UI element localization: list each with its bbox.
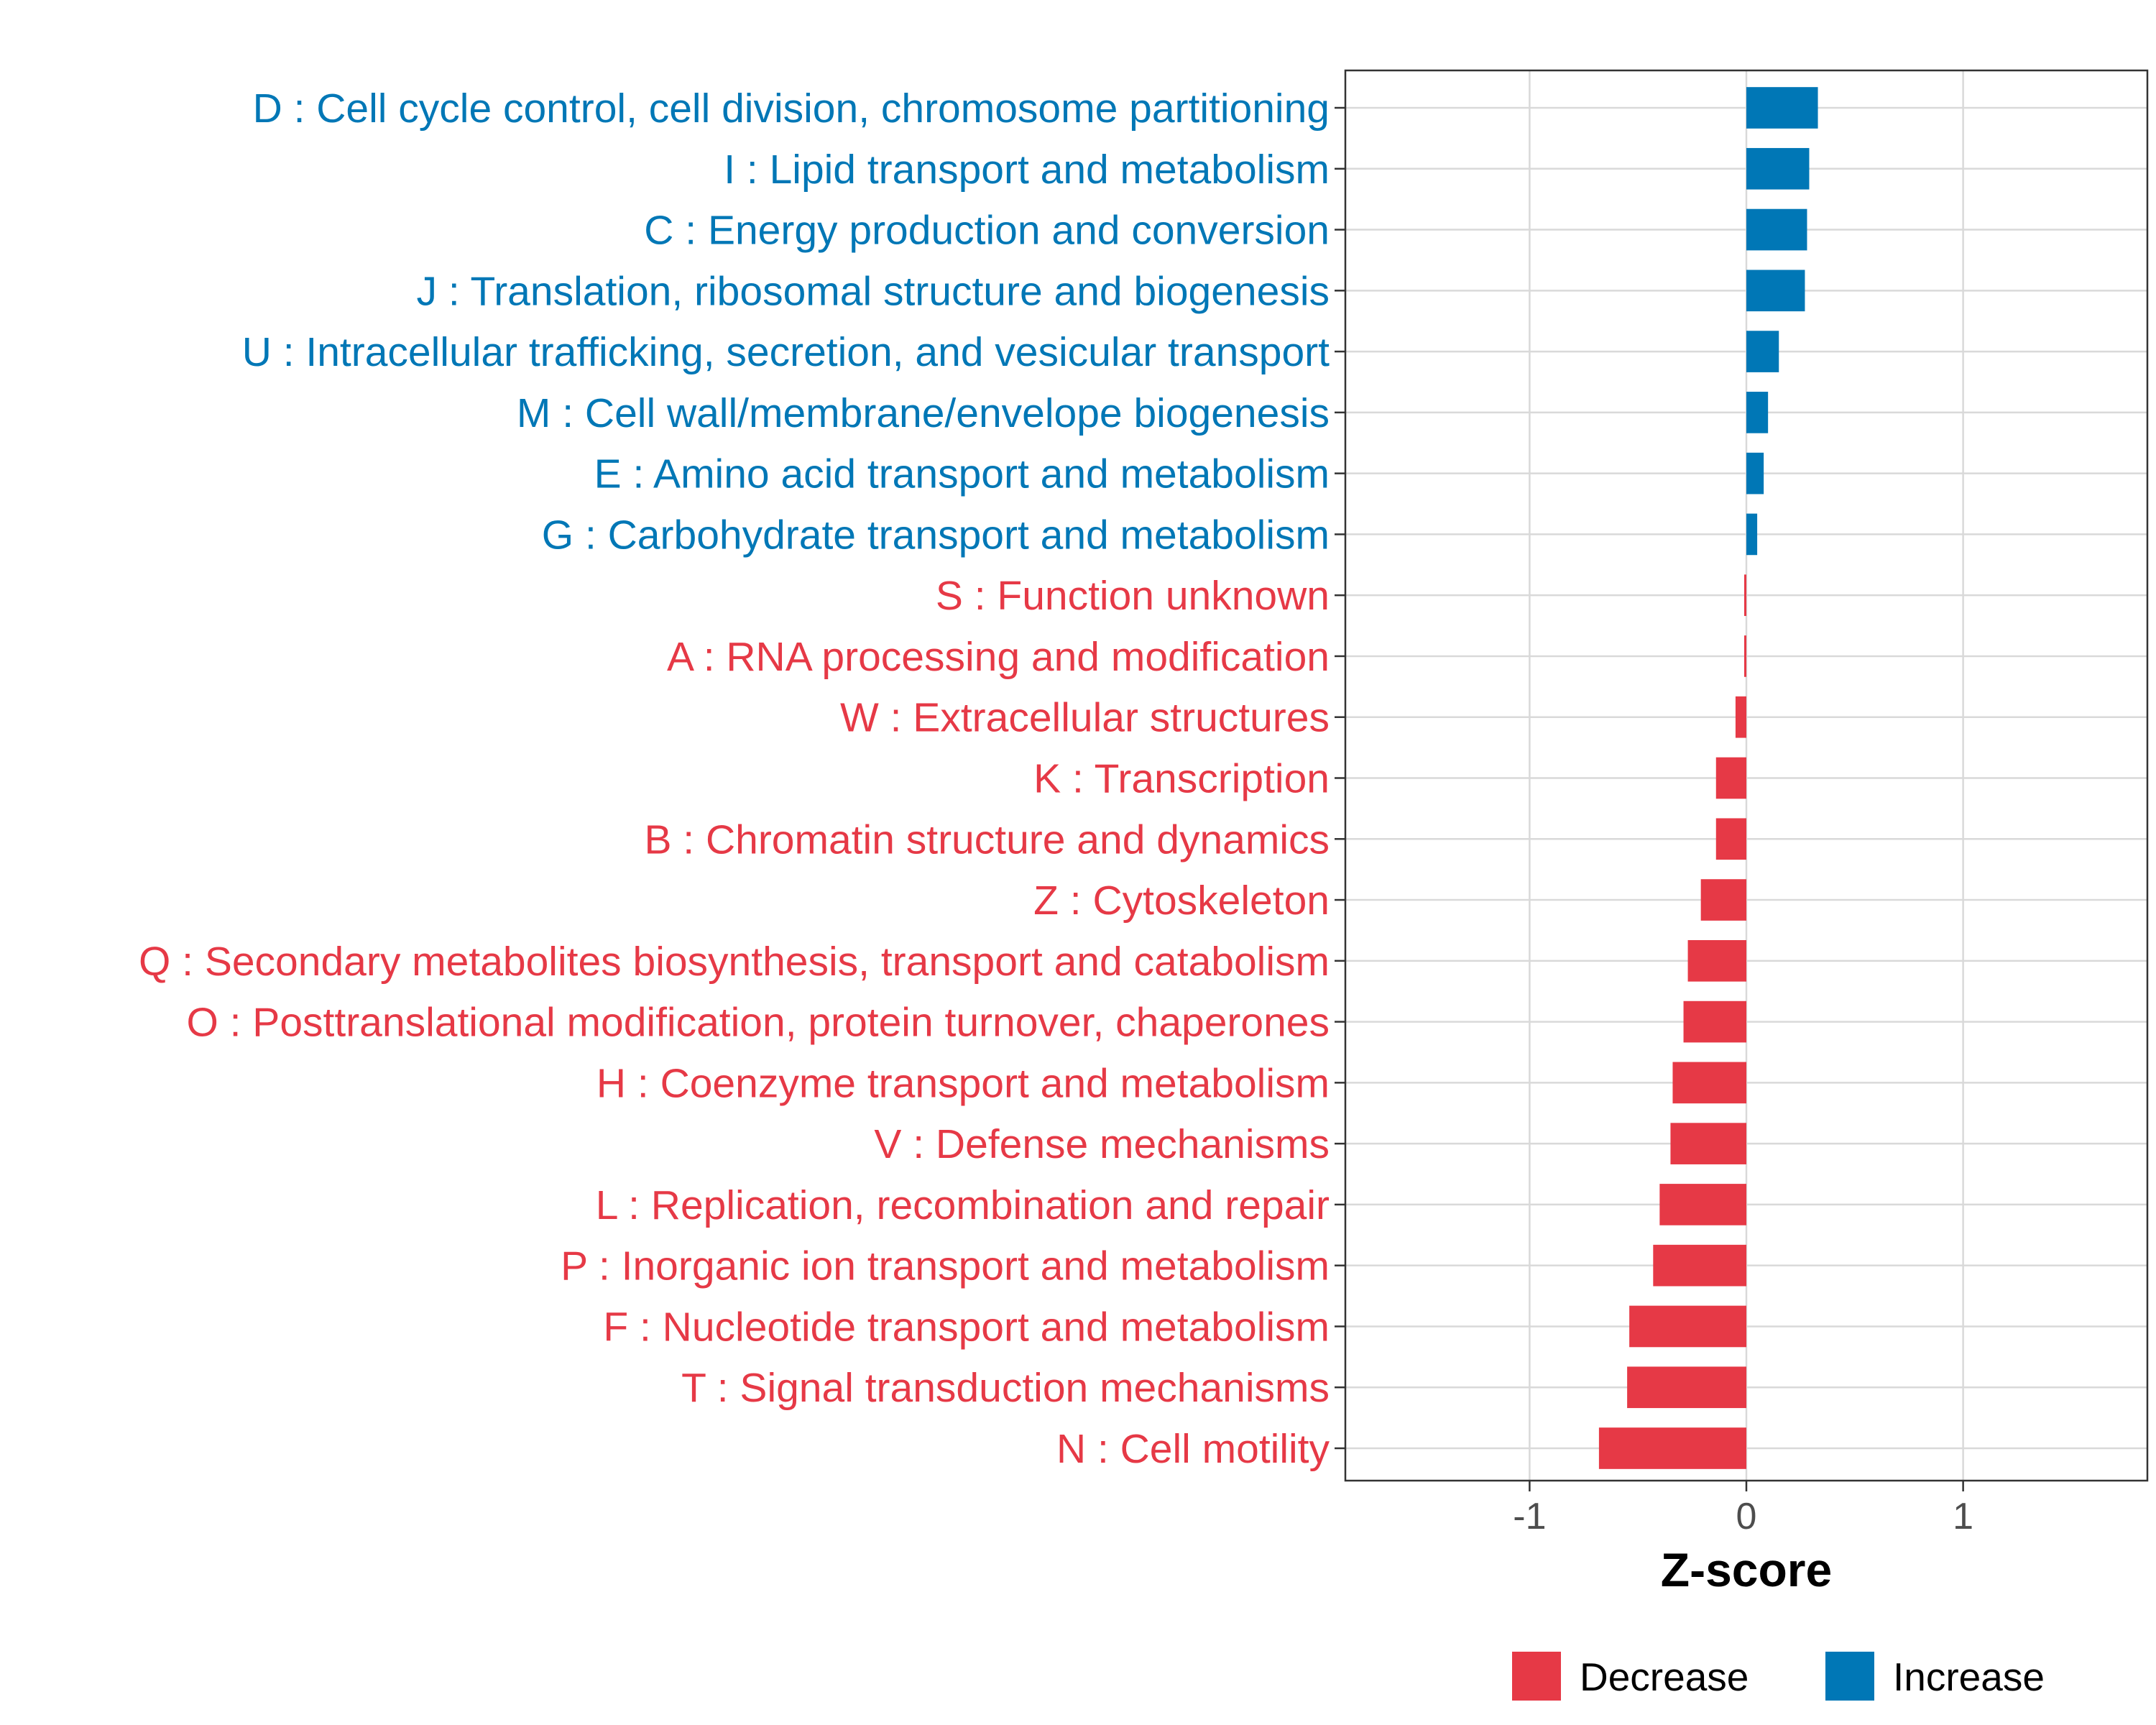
y-tick-label: T : Signal transduction mechanisms bbox=[681, 1365, 1330, 1411]
y-tick-label: M : Cell wall/membrane/envelope biogenes… bbox=[517, 390, 1330, 436]
bar bbox=[1700, 879, 1746, 921]
y-tick-label: J : Translation, ribosomal structure and… bbox=[417, 268, 1330, 314]
legend: Decrease Increase bbox=[1512, 1652, 2045, 1701]
bar bbox=[1627, 1366, 1746, 1409]
y-axis-labels: D : Cell cycle control, cell division, c… bbox=[139, 86, 1330, 1472]
y-tick-label: N : Cell motility bbox=[1056, 1426, 1330, 1472]
y-tick-label: U : Intracellular trafficking, secretion… bbox=[242, 329, 1330, 375]
legend-label: Decrease bbox=[1580, 1655, 1749, 1699]
legend-swatch bbox=[1512, 1652, 1561, 1701]
y-tick-label: K : Transcription bbox=[1033, 756, 1330, 802]
bar bbox=[1746, 513, 1758, 556]
bar bbox=[1746, 87, 1818, 129]
y-axis-ticks bbox=[1335, 106, 1345, 1450]
y-tick-label: B : Chromatin structure and dynamics bbox=[644, 816, 1330, 862]
x-tick-label: 1 bbox=[1953, 1496, 1973, 1537]
bar bbox=[1743, 574, 1746, 617]
bar bbox=[1687, 939, 1746, 982]
y-tick-label: W : Extracellular structures bbox=[840, 695, 1330, 741]
y-tick-label: D : Cell cycle control, cell division, c… bbox=[253, 86, 1330, 132]
bar bbox=[1715, 757, 1746, 799]
bar bbox=[1746, 270, 1805, 312]
legend-swatch bbox=[1825, 1652, 1874, 1701]
y-tick-label: I : Lipid transport and metabolism bbox=[724, 147, 1330, 193]
y-tick-label: Q : Secondary metabolites biosynthesis, … bbox=[139, 939, 1330, 985]
y-tick-label: P : Inorganic ion transport and metaboli… bbox=[561, 1243, 1330, 1289]
bar bbox=[1629, 1305, 1746, 1348]
x-tick-label: 0 bbox=[1736, 1496, 1757, 1537]
y-tick-label: E : Amino acid transport and metabolism bbox=[594, 451, 1330, 497]
x-tick-label: -1 bbox=[1513, 1496, 1546, 1537]
bar bbox=[1670, 1123, 1746, 1164]
y-tick-label: F : Nucleotide transport and metabolism bbox=[603, 1304, 1330, 1350]
y-tick-label: S : Function unknown bbox=[936, 573, 1330, 619]
y-tick-label: G : Carbohydrate transport and metabolis… bbox=[542, 512, 1330, 558]
bar bbox=[1746, 331, 1779, 372]
y-tick-label: O : Posttranslational modification, prot… bbox=[186, 1000, 1330, 1046]
x-axis-title: Z-score bbox=[1661, 1543, 1832, 1596]
bar-layer bbox=[1598, 87, 1818, 1469]
bar bbox=[1598, 1427, 1746, 1469]
bar bbox=[1735, 696, 1746, 738]
bar bbox=[1715, 818, 1746, 860]
x-axis-ticks: -1 0 1 bbox=[1513, 1481, 1973, 1537]
bar bbox=[1743, 635, 1746, 677]
bar bbox=[1746, 392, 1769, 433]
bar bbox=[1746, 147, 1810, 190]
y-tick-label: H : Coenzyme transport and metabolism bbox=[596, 1060, 1330, 1106]
bar bbox=[1653, 1244, 1746, 1287]
y-tick-label: L : Replication, recombination and repai… bbox=[596, 1182, 1330, 1228]
bar bbox=[1659, 1184, 1746, 1225]
bar bbox=[1672, 1062, 1746, 1104]
bar bbox=[1746, 452, 1764, 494]
y-tick-label: C : Energy production and conversion bbox=[644, 208, 1330, 254]
bar bbox=[1683, 1000, 1746, 1043]
y-tick-label: V : Defense mechanisms bbox=[874, 1121, 1330, 1167]
legend-label: Increase bbox=[1893, 1655, 2045, 1699]
bar bbox=[1746, 208, 1807, 251]
y-tick-label: Z : Cytoskeleton bbox=[1033, 878, 1330, 924]
y-tick-label: A : RNA processing and modification bbox=[667, 634, 1330, 680]
